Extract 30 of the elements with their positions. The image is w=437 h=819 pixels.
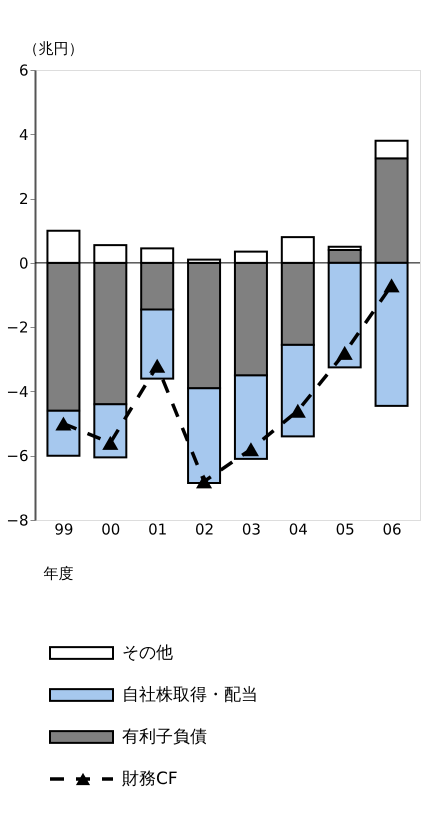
- y-tick-label: −4: [6, 382, 28, 401]
- legend-label: 有利子負債: [122, 727, 207, 747]
- point: [55, 416, 72, 431]
- point: [102, 436, 118, 450]
- x-tick-label: 01: [148, 520, 168, 538]
- x-tick-label: 05: [336, 520, 355, 538]
- y-tick-label: −8: [6, 512, 28, 530]
- point: [196, 474, 212, 488]
- y-tick-label: 4: [18, 126, 28, 144]
- legend-label: 財務CF: [122, 769, 178, 789]
- x-tick-label: 00: [101, 520, 120, 538]
- point: [384, 278, 400, 292]
- x-tick-label: 99: [54, 520, 74, 538]
- y-tick-label: 6: [18, 62, 28, 80]
- x-tick-label: 06: [382, 520, 402, 538]
- point: [336, 346, 353, 360]
- y-axis-title: （兆円）: [24, 40, 84, 58]
- y-tick-label: 2: [18, 190, 28, 208]
- y-tick-label: 0: [18, 254, 28, 272]
- x-tick-label: 04: [288, 520, 308, 538]
- legend-label: その他: [122, 643, 173, 663]
- legend-label: 自社株取得・配当: [122, 685, 258, 705]
- point: [242, 442, 259, 456]
- x-tick-label: 03: [242, 520, 261, 538]
- y-tick-label: −6: [6, 447, 28, 466]
- point: [149, 358, 166, 373]
- x-tick-label: 02: [195, 520, 214, 538]
- x-axis-title: 年度: [44, 564, 74, 582]
- point: [290, 404, 306, 418]
- y-tick-label: −2: [6, 318, 28, 337]
